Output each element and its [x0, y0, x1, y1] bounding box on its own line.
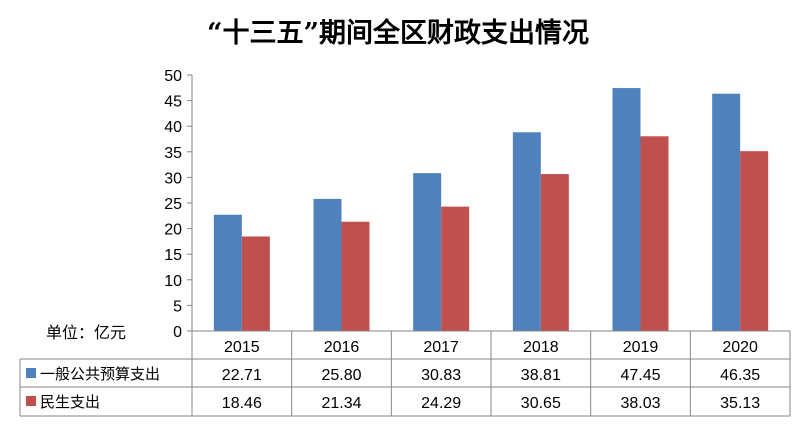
bar-livelihood-2017 [441, 206, 470, 331]
bar-general-budget-2020 [712, 93, 741, 331]
y-tick-label: 20 [164, 222, 182, 239]
x-tick-label: 2015 [224, 339, 260, 356]
x-tick-label: 2019 [623, 339, 659, 356]
data-label: 30.83 [421, 367, 461, 384]
chart-title: “十三五”期间全区财政支出情况 [207, 17, 589, 49]
bar-general-budget-2017 [413, 173, 442, 331]
bar-livelihood-2020 [740, 151, 769, 331]
y-tick-label: 30 [164, 170, 182, 187]
data-label: 25.80 [321, 367, 361, 384]
y-tick-label: 45 [164, 94, 182, 111]
unit-label: 单位：亿元 [46, 323, 126, 342]
x-tick-label: 2020 [722, 339, 758, 356]
data-label: 38.81 [521, 367, 561, 384]
y-tick-label: 15 [164, 247, 182, 264]
x-tick-label: 2018 [523, 339, 559, 356]
y-tick-label: 40 [164, 119, 182, 136]
legend-label: 一般公共预算支出 [40, 365, 160, 383]
y-tick-label: 0 [173, 324, 182, 341]
bar-livelihood-2019 [640, 136, 669, 331]
y-tick-label: 35 [164, 145, 182, 162]
data-label: 21.34 [321, 395, 361, 412]
bar-general-budget-2019 [612, 88, 641, 331]
data-label: 18.46 [222, 395, 262, 412]
y-tick-label: 50 [164, 68, 182, 85]
data-label: 38.03 [620, 395, 660, 412]
data-table: 2015 2016 2017 2018 2019 2020 一般公共预算支出 22.71 25.… [19, 330, 791, 417]
bar-general-budget-2016 [313, 198, 342, 331]
legend-swatch [26, 368, 36, 378]
data-label: 35.13 [720, 395, 760, 412]
legend-label: 民生支出 [40, 393, 100, 411]
bars [213, 88, 769, 331]
y-axis: 0 5 10 15 20 25 30 35 40 45 50 [164, 68, 193, 341]
legend-swatch [26, 396, 36, 406]
y-tick-label: 25 [164, 196, 182, 213]
y-tick-label: 10 [164, 273, 182, 290]
bar-general-budget-2015 [213, 214, 242, 331]
y-tick-label: 5 [173, 298, 182, 315]
x-tick-label: 2017 [423, 339, 459, 356]
data-label: 46.35 [720, 367, 760, 384]
bar-general-budget-2018 [512, 132, 541, 331]
data-label: 47.45 [620, 367, 660, 384]
x-tick-label: 2016 [324, 339, 360, 356]
data-label: 22.71 [222, 367, 262, 384]
data-label: 24.29 [421, 395, 461, 412]
bar-livelihood-2016 [341, 221, 370, 331]
bar-livelihood-2015 [241, 236, 270, 331]
data-label: 30.65 [521, 395, 561, 412]
bar-livelihood-2018 [540, 174, 569, 331]
